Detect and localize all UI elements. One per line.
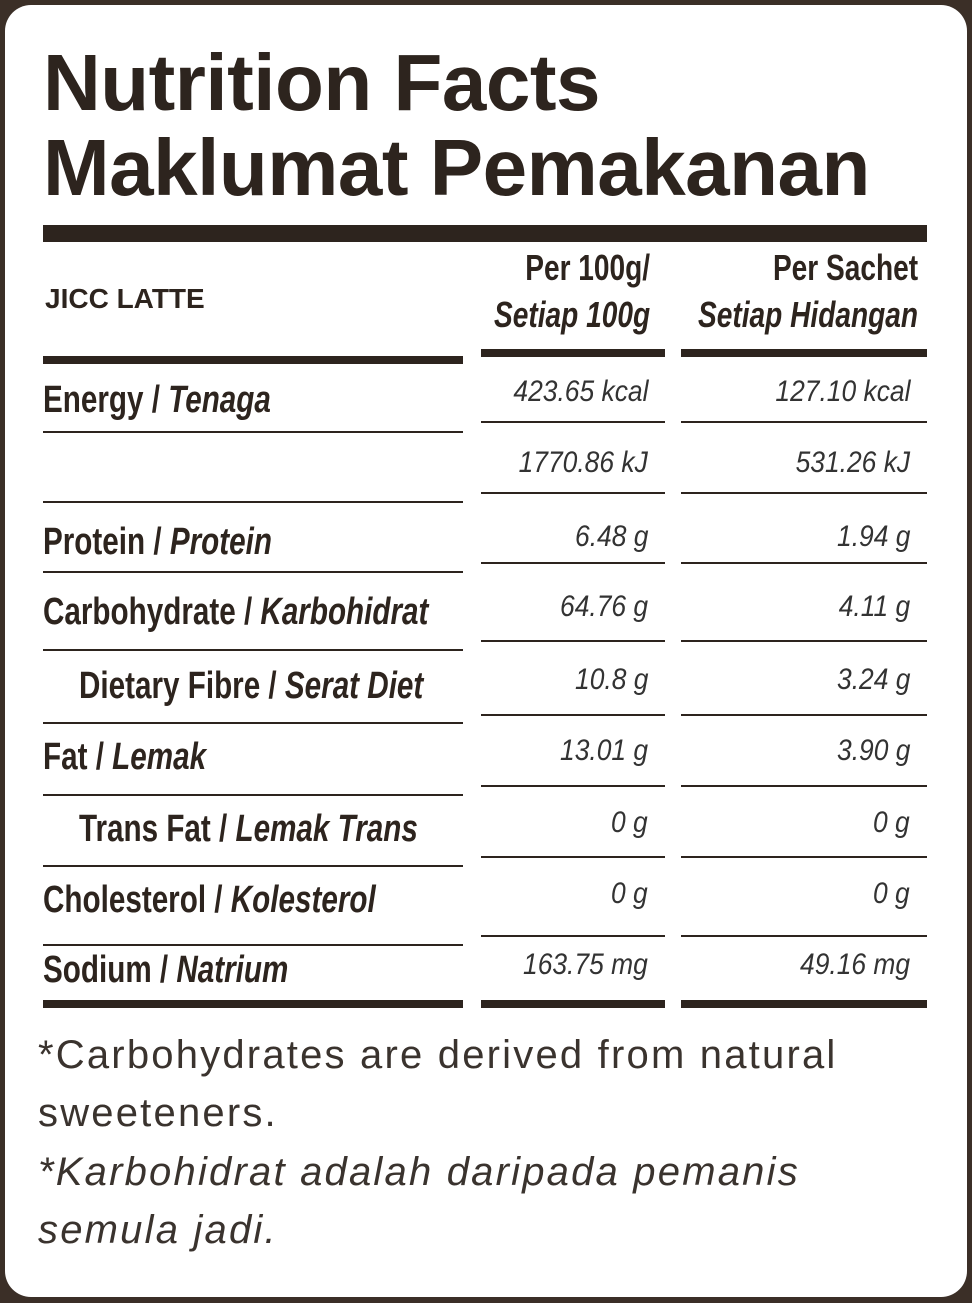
label-ms: Protein (169, 521, 272, 563)
label-en: Cholesterol / (43, 879, 223, 921)
row-label: Energy / Tenaga (43, 378, 271, 422)
row-label: Carbohydrate / Karbohidrat (43, 590, 428, 634)
product-name: JICC LATTE (45, 283, 205, 314)
rule-line (481, 714, 665, 716)
rule-line (681, 492, 927, 494)
row-value: 64.76 g (559, 590, 648, 623)
rule-line (43, 722, 463, 724)
label-en: Protein / (43, 521, 162, 563)
rule-line (481, 785, 665, 787)
footnote-line: semula jadi. (38, 1208, 278, 1252)
rule-line (681, 935, 927, 937)
row-label: Cholesterol / Kolesterol (43, 878, 376, 922)
column-header-ms: Setiap 100g (493, 294, 650, 335)
rule-line (481, 421, 665, 423)
row-value: 0 g (611, 877, 648, 910)
row-value: 49.16 mg (799, 948, 910, 981)
row-label: Fat / Lemak (43, 735, 206, 779)
row-value: 531.26 kJ (795, 446, 910, 479)
footnote-line: sweeteners. (38, 1091, 278, 1135)
rule-line (43, 794, 463, 796)
footnote-line: *Carbohydrates are derived from natural (38, 1033, 838, 1077)
rule-line (681, 421, 927, 423)
row-label: Protein / Protein (43, 520, 272, 564)
row-value: 3.24 g (836, 663, 910, 696)
rule-line (43, 865, 463, 867)
rule-line (43, 356, 463, 364)
rule-line (481, 1000, 665, 1008)
rule-line (681, 856, 927, 858)
row-value: 1770.86 kJ (518, 446, 648, 479)
column-header: Per 100g/ (525, 247, 650, 288)
label-ms: Kolesterol (230, 879, 376, 921)
label-ms: Lemak (112, 736, 207, 778)
row-value: 423.65 kcal (512, 375, 648, 408)
row-value: 1.94 g (836, 520, 910, 553)
row-value: 6.48 g (574, 520, 648, 553)
row-label: Trans Fat / Lemak Trans (79, 807, 418, 851)
rule-line (481, 492, 665, 494)
label-ms: Lemak Trans (235, 808, 418, 850)
rule-line (43, 1000, 463, 1008)
rule-line (481, 856, 665, 858)
row-value: 127.10 kcal (774, 375, 910, 408)
rule-line (481, 935, 665, 937)
rule-line (481, 640, 665, 642)
label-en: Carbohydrate / (43, 591, 253, 633)
title: Nutrition Facts (43, 38, 600, 127)
row-label: Dietary Fibre / Serat Diet (79, 664, 423, 708)
column-header: Per Sachet (772, 247, 918, 288)
rule-line (43, 431, 463, 433)
rule-line (681, 785, 927, 787)
rule-line (43, 571, 463, 573)
rule-line (481, 349, 665, 357)
rule-line (681, 562, 927, 564)
rule-line (681, 1000, 927, 1008)
rule-line (43, 649, 463, 651)
row-value: 3.90 g (836, 734, 910, 767)
label-en: Fat / (43, 736, 104, 778)
row-label: Sodium / Natrium (43, 948, 288, 992)
rule-line (681, 349, 927, 357)
row-value: 13.01 g (559, 734, 648, 767)
subtitle: Maklumat Pemakanan (43, 123, 870, 212)
thick-rule (43, 225, 927, 242)
row-value: 10.8 g (574, 663, 648, 696)
label-en: Trans Fat / (79, 808, 228, 850)
rule-line (681, 714, 927, 716)
label-ms: Karbohidrat (260, 591, 429, 633)
rule-line (43, 501, 463, 503)
row-value: 0 g (611, 806, 648, 839)
label-en: Dietary Fibre / (79, 665, 277, 707)
row-value: 163.75 mg (523, 948, 648, 981)
label-en: Sodium / (43, 949, 169, 991)
rule-line (481, 562, 665, 564)
label-ms: Serat Diet (284, 665, 424, 707)
label-ms: Tenaga (168, 379, 271, 421)
rule-line (43, 944, 463, 946)
label-ms: Natrium (176, 949, 289, 991)
column-header-ms: Setiap Hidangan (698, 294, 918, 335)
label-en: Energy / (43, 379, 160, 421)
row-value: 0 g (873, 806, 910, 839)
row-value: 0 g (873, 877, 910, 910)
rule-line (681, 640, 927, 642)
row-value: 4.11 g (838, 590, 910, 623)
footnote-line: *Karbohidrat adalah daripada pemanis (38, 1150, 800, 1194)
label-panel: Nutrition Facts Maklumat Pemakanan JICC … (5, 5, 967, 1297)
